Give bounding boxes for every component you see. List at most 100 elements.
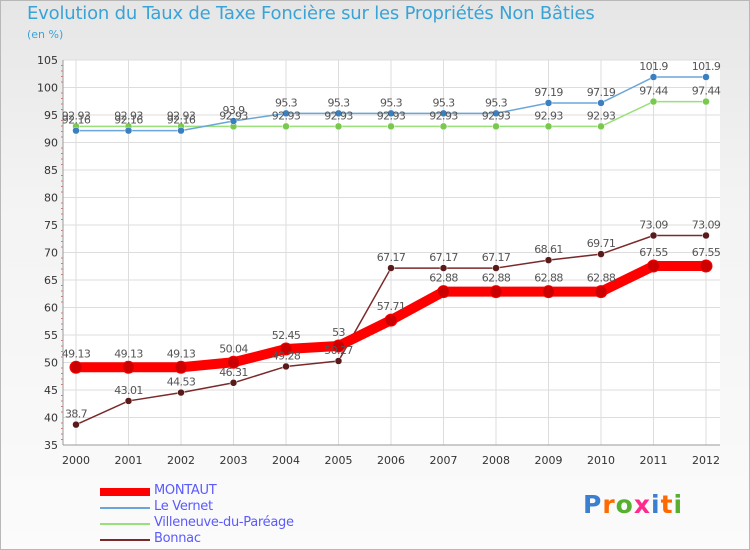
data-label-le-vernet: 92.16 [167, 114, 196, 127]
chart-subtitle: (en %) [27, 28, 64, 41]
data-point-montaut [647, 259, 660, 273]
data-point-bonnac [229, 379, 238, 387]
data-label-montaut: 49.13 [167, 347, 196, 360]
data-label-montaut: 62.88 [587, 272, 616, 285]
y-tick-label: 105 [37, 54, 58, 67]
data-label-le-vernet: 97.19 [534, 86, 563, 99]
legend-swatch-montaut [100, 488, 150, 496]
data-point-le-vernet [334, 109, 343, 118]
logo-letter: x [633, 490, 651, 519]
x-tick-label: 2008 [482, 454, 510, 467]
y-tick-label: 85 [44, 164, 58, 177]
legend-label-montaut: MONTAUT [154, 483, 217, 498]
data-label-montaut: 62.88 [534, 272, 563, 285]
data-point-le-vernet [544, 99, 553, 107]
data-label-montaut: 67.55 [692, 246, 721, 259]
data-point-bonnac [649, 231, 658, 240]
data-label-bonnac: 73.09 [692, 219, 721, 232]
x-tick-label: 2006 [377, 454, 405, 467]
data-label-le-vernet: 101.9 [692, 60, 721, 73]
data-label-villeneuve-du-par-age: 92.93 [377, 109, 406, 122]
legend-swatch-bonnac [100, 539, 150, 541]
data-point-montaut [594, 285, 608, 299]
data-label-le-vernet: 95.3 [327, 96, 350, 109]
x-tick-label: 2001 [115, 454, 143, 467]
data-point-le-vernet [387, 109, 395, 118]
data-point-le-vernet [702, 73, 710, 81]
data-point-bonnac [439, 264, 448, 272]
data-point-montaut [542, 285, 555, 299]
logo-letter: o [615, 490, 634, 519]
data-label-bonnac: 69.71 [587, 237, 616, 250]
y-tick-label: 80 [44, 192, 58, 205]
data-point-le-vernet [492, 109, 500, 118]
data-label-montaut: 67.55 [639, 246, 668, 259]
y-tick-label: 95 [44, 109, 58, 122]
x-tick-label: 2003 [220, 454, 248, 467]
data-point-montaut [437, 285, 450, 299]
data-label-montaut: 52.45 [272, 329, 301, 342]
y-tick-label: 40 [44, 412, 58, 425]
data-point-villeneuve-du-par-age [439, 122, 448, 131]
x-tick-label: 2012 [692, 454, 720, 467]
logo-letter: t [660, 490, 674, 519]
data-label-le-vernet: 93.9 [222, 104, 245, 117]
legend-label-le-vernet: Le Vernet [154, 499, 213, 514]
data-label-montaut: 50.04 [219, 342, 248, 355]
data-label-bonnac: 68.61 [534, 243, 563, 256]
data-label-montaut: 62.88 [429, 272, 458, 285]
data-label-montaut: 49.13 [114, 347, 143, 360]
data-label-villeneuve-du-par-age: 92.93 [219, 109, 248, 122]
data-label-villeneuve-du-par-age: 92.93 [114, 109, 143, 122]
data-point-villeneuve-du-par-age [597, 122, 605, 131]
data-point-bonnac [544, 256, 553, 264]
data-label-villeneuve-du-par-age: 92.93 [324, 109, 353, 122]
data-label-le-vernet: 95.3 [380, 96, 403, 109]
data-label-le-vernet: 95.3 [432, 96, 455, 109]
data-point-le-vernet [124, 126, 133, 135]
data-point-le-vernet [439, 109, 448, 118]
data-label-villeneuve-du-par-age: 92.93 [429, 109, 458, 122]
x-tick-label: 2002 [167, 454, 195, 467]
data-label-montaut: 53 [332, 326, 345, 339]
data-label-villeneuve-du-par-age: 92.93 [272, 109, 301, 122]
data-label-villeneuve-du-par-age: 92.93 [587, 109, 616, 122]
y-tick-label: 75 [44, 219, 58, 232]
data-point-montaut [489, 285, 503, 299]
data-point-montaut [122, 360, 135, 374]
data-label-villeneuve-du-par-age: 97.44 [692, 85, 721, 98]
y-tick-label: 65 [44, 274, 58, 287]
x-tick-label: 2010 [587, 454, 615, 467]
data-point-villeneuve-du-par-age [544, 122, 553, 131]
data-point-le-vernet [229, 117, 238, 125]
data-point-le-vernet [72, 126, 80, 135]
data-label-le-vernet: 95.3 [275, 96, 298, 109]
data-point-montaut [227, 355, 240, 369]
data-label-bonnac: 49.28 [272, 349, 301, 362]
data-label-bonnac: 67.17 [377, 251, 406, 264]
data-label-villeneuve-du-par-age: 92.93 [534, 109, 563, 122]
data-point-villeneuve-du-par-age [492, 122, 500, 131]
x-tick-label: 2009 [535, 454, 563, 467]
data-label-bonnac: 38.7 [65, 408, 88, 421]
data-point-bonnac [702, 231, 710, 240]
data-label-le-vernet: 95.3 [485, 96, 508, 109]
data-label-le-vernet: 101.9 [639, 60, 668, 73]
legend-label-bonnac: Bonnac [154, 531, 201, 546]
data-label-bonnac: 67.17 [429, 251, 458, 264]
logo-letter: i [651, 490, 661, 519]
data-point-villeneuve-du-par-age [387, 122, 395, 131]
data-point-villeneuve-du-par-age [702, 97, 710, 106]
x-tick-label: 2004 [272, 454, 300, 467]
data-point-montaut [69, 360, 83, 374]
y-tick-label: 100 [37, 82, 58, 95]
data-label-villeneuve-du-par-age: 92.93 [62, 109, 91, 122]
data-point-bonnac [492, 264, 500, 272]
logo-letter: P [583, 490, 603, 519]
x-tick-label: 2007 [430, 454, 458, 467]
y-tick-label: 70 [44, 247, 58, 260]
legend-label-villeneuve: Villeneuve-du-Paréage [154, 515, 294, 530]
data-point-montaut [279, 342, 293, 356]
chart-title: Evolution du Taux de Taxe Foncière sur l… [27, 3, 595, 24]
legend-swatch-villeneuve [100, 523, 150, 525]
